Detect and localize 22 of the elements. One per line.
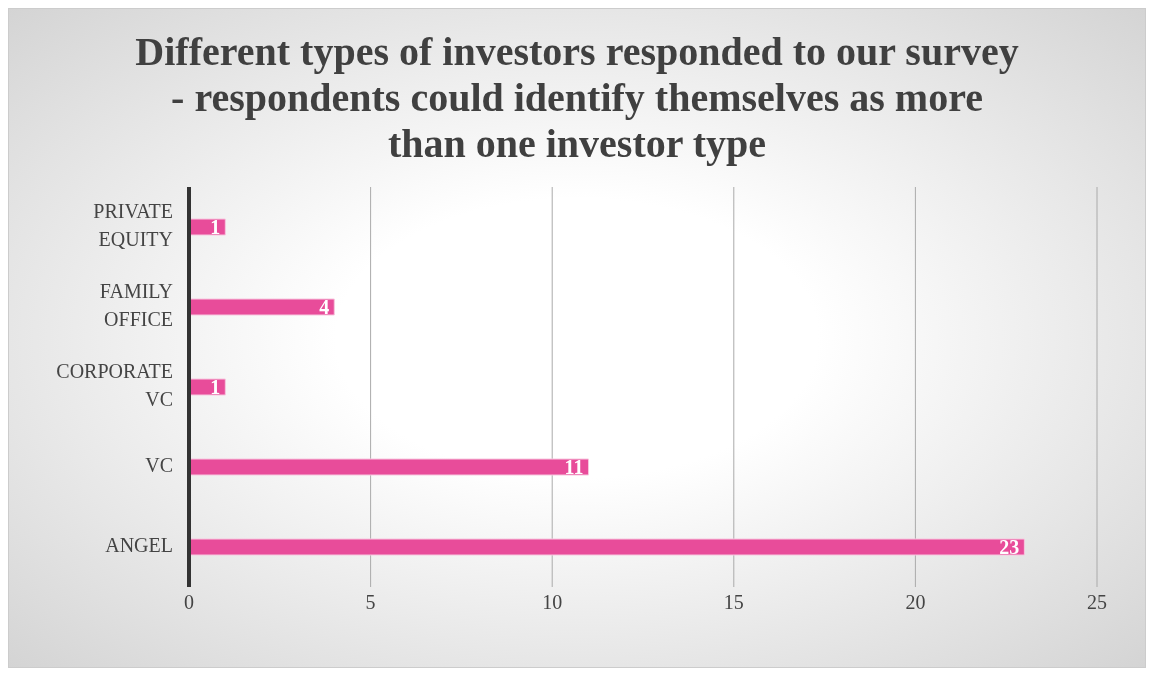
y-tick-label: ANGEL (105, 533, 173, 556)
data-label: 23 (999, 536, 1020, 559)
x-tick-label: 10 (542, 591, 563, 614)
chart-title: Different types of investors responded to our survey - respondents could identify themselves as more than one investor type (134, 28, 1020, 168)
x-tick-label: 5 (365, 591, 376, 614)
bar (189, 458, 590, 476)
x-tick-label: 20 (905, 591, 926, 614)
y-tick-label: VC (145, 453, 173, 476)
y-tick-label: CORPORATE VC (56, 359, 173, 410)
data-label: 1 (210, 216, 221, 239)
y-tick-label: PRIVATE EQUITY (93, 199, 173, 250)
bar (189, 218, 226, 236)
data-label: 11 (564, 456, 584, 479)
y-tick-label: FAMILY OFFICE (99, 279, 173, 330)
x-tick-label: 25 (1087, 591, 1107, 614)
bar (189, 298, 335, 316)
x-tick-label: 15 (723, 591, 744, 614)
data-label: 1 (210, 376, 221, 399)
bar (189, 378, 226, 396)
x-tick-label: 0 (184, 591, 194, 614)
data-label: 4 (319, 296, 330, 319)
bar (189, 538, 1025, 556)
